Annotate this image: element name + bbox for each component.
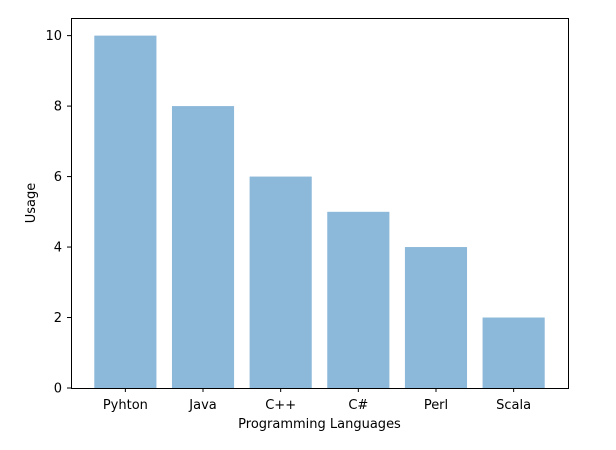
y-tick-label: 2 bbox=[54, 311, 62, 326]
bar-c- bbox=[327, 211, 390, 388]
y-tick-label: 0 bbox=[54, 382, 62, 397]
y-tick-label: 8 bbox=[54, 100, 62, 115]
y-tick-label: 10 bbox=[45, 29, 62, 44]
plot-frame bbox=[71, 18, 569, 389]
y-axis-title: Usage bbox=[24, 183, 39, 224]
bar-c- bbox=[249, 176, 312, 388]
x-tick-label: Pyhton bbox=[103, 398, 148, 413]
bar-pyhton bbox=[94, 35, 157, 388]
x-axis-title: Programming Languages bbox=[238, 417, 401, 432]
x-tick-label: C++ bbox=[265, 398, 296, 413]
bars-group bbox=[94, 35, 545, 388]
bar-java bbox=[171, 106, 235, 388]
bar-scala bbox=[482, 317, 545, 388]
x-axis-ticks: Pyhton Java C++ C# Perl Scala bbox=[103, 388, 531, 413]
x-tick-label: Scala bbox=[496, 398, 531, 413]
bar-perl bbox=[404, 247, 468, 388]
y-tick-label: 6 bbox=[54, 170, 62, 185]
y-tick-label: 4 bbox=[54, 241, 62, 256]
x-tick-label: Java bbox=[188, 398, 216, 413]
x-tick-label: Perl bbox=[424, 398, 448, 413]
y-axis-ticks: 0 2 4 6 8 10 bbox=[45, 29, 71, 397]
x-tick-label: C# bbox=[348, 398, 368, 413]
